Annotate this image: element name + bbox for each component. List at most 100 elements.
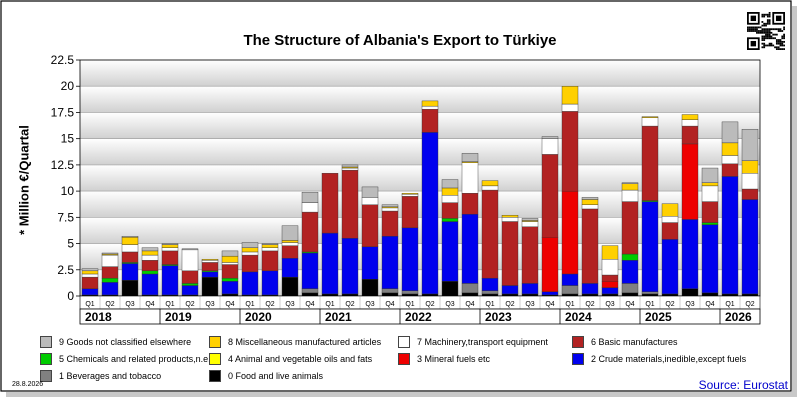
bar-segment-5-1 (101, 277, 119, 283)
bar-segment-9-8 (241, 242, 259, 248)
x-tick-label: Q2 (105, 301, 114, 308)
bar-segment-9-22 (521, 218, 539, 221)
bar-segment-7-7 (221, 262, 239, 265)
bar-segment-8-18 (441, 187, 459, 196)
bar-segment-2-21 (501, 285, 519, 295)
year-label: 2021 (325, 310, 352, 324)
bar-segment-9-5 (181, 248, 199, 251)
bar-segment-8-25 (581, 199, 599, 205)
bar-segment-9-23 (541, 136, 559, 139)
bar-segment-8-4 (161, 244, 179, 248)
x-tick-label: Q4 (465, 301, 474, 308)
chart-date: 28.8.2026 (12, 381, 44, 388)
x-tick-label: Q2 (505, 301, 514, 308)
bar-segment-2-8 (241, 271, 259, 296)
x-tick-label: Q4 (385, 301, 394, 308)
bar-segment-7-14 (361, 197, 379, 205)
bar-segment-5-18 (441, 218, 459, 222)
bar-segment-8-26 (601, 245, 619, 260)
y-tick-label: 22.5 (51, 53, 75, 67)
bar-segment-7-30 (681, 119, 699, 127)
bar-segment-6-18 (441, 202, 459, 219)
legend-label: 0 Food and live animals (228, 371, 324, 381)
legend-swatch (40, 370, 52, 382)
bar-segment-2-33 (741, 199, 759, 295)
bar-segment-2-14 (361, 246, 379, 280)
bar-segment-2-27 (621, 260, 639, 284)
legend-item: 9 Goods not classified elsewhere (40, 336, 191, 348)
bar-segment-8-28 (641, 116, 659, 118)
bar-segment-2-18 (441, 221, 459, 282)
bar-segment-5-27 (621, 253, 639, 261)
x-tick-label: Q3 (525, 301, 534, 308)
x-tick-label: Q1 (245, 301, 254, 308)
bar-segment-2-31 (701, 224, 719, 294)
bar-segment-8-30 (681, 114, 699, 120)
bar-segment-7-8 (241, 251, 259, 256)
bar-segment-2-9 (261, 270, 279, 296)
bar-segment-3-23 (541, 237, 559, 292)
bar-segment-6-5 (181, 270, 199, 284)
bar-segment-9-11 (301, 191, 319, 203)
bar-segment-9-4 (161, 243, 179, 245)
bar-segment-6-24 (561, 111, 579, 192)
x-tick-label: Q2 (265, 301, 274, 308)
x-tick-label: Q2 (425, 301, 434, 308)
year-label: 2026 (725, 310, 752, 324)
bar-segment-2-25 (581, 283, 599, 295)
bar-segment-1-16 (401, 290, 419, 295)
bar-segment-1-19 (461, 283, 479, 294)
bar-segment-7-20 (481, 185, 499, 191)
x-tick-label: Q4 (305, 301, 314, 308)
bar-segment-7-27 (621, 189, 639, 202)
bar-segment-5-31 (701, 222, 719, 225)
bar-segment-2-15 (381, 236, 399, 289)
bar-segment-7-13 (341, 167, 359, 171)
bar-segment-6-20 (481, 189, 499, 279)
bar-segment-7-3 (141, 254, 159, 261)
bar-segment-6-17 (421, 109, 439, 133)
bar-segment-9-0 (81, 268, 99, 272)
legend-label: 9 Goods not classified elsewhere (59, 337, 192, 347)
bar-segment-6-2 (121, 251, 139, 263)
bar-segment-2-20 (481, 277, 499, 291)
bar-segment-0-18 (441, 281, 459, 297)
bar-segment-3-24 (561, 190, 579, 275)
legend-item: 3 Mineral fuels etc (398, 353, 490, 365)
x-tick-label: Q2 (345, 301, 354, 308)
bar-segment-1-28 (641, 291, 659, 295)
x-tick-label: Q1 (645, 301, 654, 308)
year-label: 2023 (485, 310, 512, 324)
bar-segment-7-32 (721, 155, 739, 165)
legend-label: 4 Animal and vegetable oils and fats (228, 354, 373, 364)
bar-segment-7-23 (541, 138, 559, 155)
bar-segment-1-20 (481, 290, 499, 295)
bar-segment-2-7 (221, 281, 239, 295)
legend-label: 5 Chemicals and related products,n.e.s. (59, 354, 218, 364)
legend-label: 8 Miscellaneous manufactured articles (228, 337, 382, 347)
bar-segment-6-10 (281, 245, 299, 259)
bar-segment-7-33 (741, 173, 759, 190)
legend-swatch (209, 336, 221, 348)
bar-segment-7-15 (381, 207, 399, 212)
x-tick-label: Q2 (665, 301, 674, 308)
bar-segment-9-3 (141, 247, 159, 252)
bar-segment-8-0 (81, 270, 99, 275)
bar-segment-8-31 (701, 182, 719, 187)
y-tick-label: 7.5 (57, 210, 74, 224)
x-tick-label: Q2 (745, 301, 754, 308)
bar-segment-7-2 (121, 244, 139, 253)
bar-segment-7-16 (401, 194, 419, 197)
bar-segment-6-14 (361, 204, 379, 247)
bar-segment-8-24 (561, 86, 579, 105)
bar-segment-7-25 (581, 204, 599, 210)
x-tick-label: Q4 (225, 301, 234, 308)
bar-segment-6-32 (721, 163, 739, 177)
x-tick-label: Q2 (585, 301, 594, 308)
bar-segment-6-12 (321, 173, 339, 234)
bar-segment-5-7 (221, 277, 239, 282)
y-tick-label: 5 (67, 237, 74, 251)
y-tick-label: 10 (61, 184, 75, 198)
